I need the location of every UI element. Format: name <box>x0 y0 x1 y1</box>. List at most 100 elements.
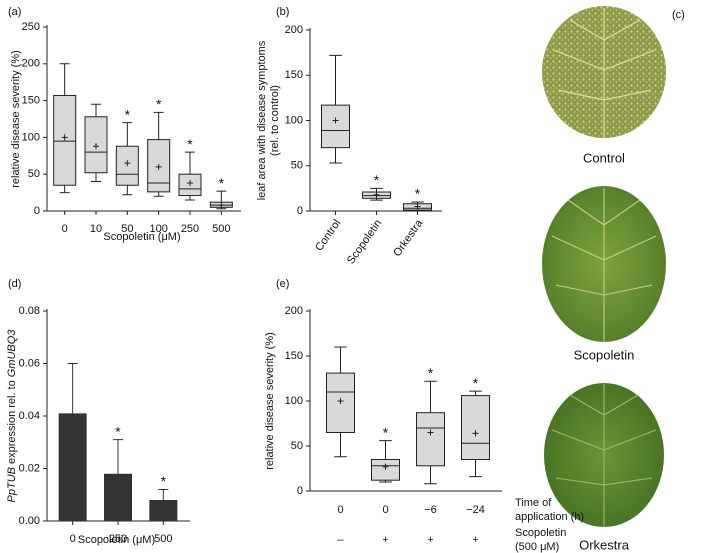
error-bar <box>67 363 78 414</box>
mean-marker <box>414 203 421 210</box>
significance: * <box>415 186 421 202</box>
whisker-high <box>122 122 133 147</box>
whisker-low <box>59 185 70 194</box>
significance: * <box>428 365 434 381</box>
x-axis-label: Scopoletin (μM) <box>103 231 180 243</box>
y-axis-label: relative disease severity (%) <box>10 50 22 188</box>
panel-label: (a) <box>8 6 21 18</box>
x-tick-label: 500 <box>212 223 230 235</box>
bar <box>149 500 178 521</box>
photo-label: Orkestra <box>579 537 630 552</box>
y-tick-label: 200 <box>285 24 303 36</box>
y-tick-label: 0 <box>34 205 40 217</box>
bar <box>104 473 132 521</box>
y-tick-label: 0.02 <box>19 462 40 474</box>
y-tick-label: 150 <box>285 69 303 81</box>
x-tick-label: – <box>337 534 344 546</box>
x-tick-label: 250 <box>109 533 127 545</box>
x-tick-label: 250 <box>181 223 199 235</box>
mean-marker <box>124 160 131 167</box>
whisker-low <box>91 172 101 183</box>
whisker-high <box>91 103 101 117</box>
panel-label: (d) <box>8 278 21 290</box>
x-tick-label: Scopoletin <box>345 218 384 267</box>
panel-label: (c) <box>672 9 685 21</box>
photo-label: Control <box>583 150 625 165</box>
y-tick-label: 100 <box>285 114 303 126</box>
significance: * <box>125 106 131 122</box>
box <box>371 459 400 481</box>
whisker-low <box>185 195 195 201</box>
y-tick-label: 50 <box>291 440 303 452</box>
whisker-low <box>122 185 133 196</box>
whisker-low <box>153 191 164 197</box>
bar <box>58 413 87 521</box>
mean-marker <box>472 430 479 437</box>
y-tick-label: 50 <box>291 160 303 172</box>
whisker-high <box>216 190 227 203</box>
whisker-low <box>329 147 342 164</box>
y-tick-label: 0 <box>297 485 303 497</box>
whisker-high <box>370 187 383 192</box>
y-axis-label: (rel. to control) <box>269 85 281 156</box>
whisker-low <box>469 459 482 478</box>
whisker-high <box>379 440 392 460</box>
whisker-high <box>153 111 164 140</box>
x-tick-label: −6 <box>424 504 437 516</box>
x-tick-label: Orkestra <box>391 217 426 259</box>
y-tick-label: 0.08 <box>19 305 40 317</box>
y-axis-label: leaf area with disease symptoms <box>256 40 268 200</box>
y-tick-label: 200 <box>22 58 40 70</box>
whisker-low <box>334 432 347 458</box>
x-tick-label: 0 <box>62 223 68 235</box>
significance: * <box>161 473 167 489</box>
leaf-control <box>542 6 666 138</box>
x-tick-label: 10 <box>90 223 102 235</box>
x-tick-label: 100 <box>149 223 167 235</box>
panel-label: (b) <box>276 6 289 18</box>
y-tick-label: 0.04 <box>19 410 40 422</box>
y-tick-label: 50 <box>28 168 40 180</box>
y-axis-label-part: GmUBQ3 <box>6 329 18 378</box>
x-axis-label: Scopoletin (μM) <box>78 534 155 546</box>
significance: * <box>187 136 193 152</box>
mean-marker <box>382 463 389 470</box>
significance: * <box>473 375 479 391</box>
y-tick-label: 250 <box>22 21 40 33</box>
y-axis-label: relative disease severity (%) <box>264 332 276 470</box>
significance: * <box>219 175 225 191</box>
whisker-high <box>329 54 342 106</box>
whisker-high <box>59 63 70 96</box>
whisker-high <box>469 390 482 396</box>
box <box>321 104 350 149</box>
y-tick-label: 0 <box>297 205 303 217</box>
x-row-label: Time of <box>515 497 552 509</box>
leaf-scopoletin <box>542 186 666 342</box>
error-bar <box>158 489 169 500</box>
y-tick-label: 0.06 <box>19 357 40 369</box>
x-tick-label: + <box>427 534 433 546</box>
y-axis-label-part: expression rel. to <box>6 380 18 464</box>
box <box>416 412 445 467</box>
y-tick-label: 100 <box>285 395 303 407</box>
y-axis-label-part: PpTUB <box>6 467 18 502</box>
y-tick-label: 0.00 <box>19 515 40 527</box>
x-tick-label: Control <box>313 218 343 254</box>
error-bar <box>113 439 123 474</box>
mean-marker <box>337 398 344 404</box>
y-tick-label: 100 <box>22 131 40 143</box>
mean-marker <box>187 180 193 187</box>
y-tick-label: 150 <box>22 95 40 107</box>
x-tick-label: 0 <box>337 504 343 516</box>
significance: * <box>374 172 380 188</box>
photo-label: Scopoletin <box>574 347 635 362</box>
y-tick-label: 200 <box>285 305 303 317</box>
whisker-high <box>424 380 437 413</box>
whisker-low <box>424 465 437 485</box>
x-tick-label: 0 <box>382 504 388 516</box>
x-row-label: (500 μM) <box>515 541 559 553</box>
x-tick-label: −24 <box>466 504 485 516</box>
x-row-label: Scopoletin <box>515 527 566 539</box>
x-row-label: application (h) <box>515 511 584 523</box>
mean-marker <box>218 202 225 209</box>
